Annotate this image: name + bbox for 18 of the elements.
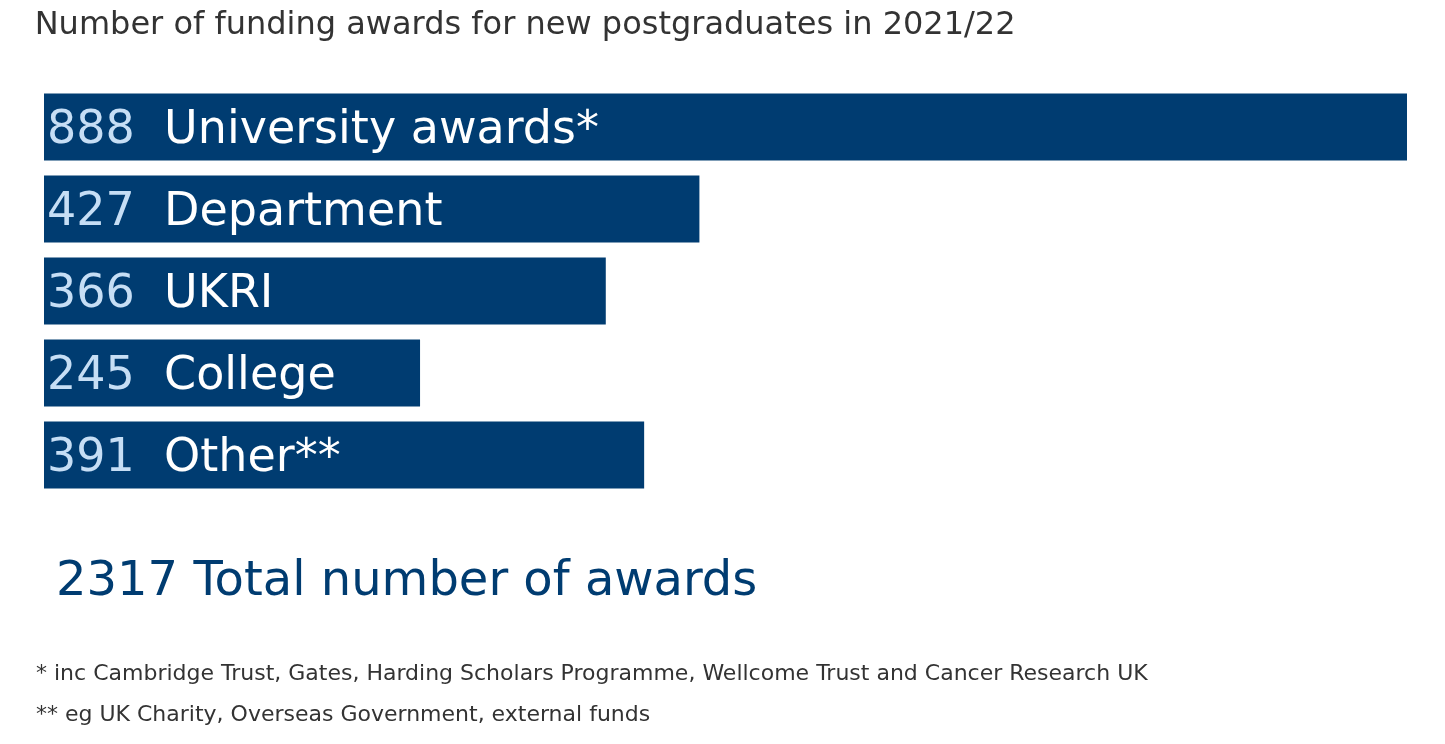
y-tick-label: University awards* (164, 100, 599, 154)
data-label: 245 (47, 346, 135, 400)
text: * inc Cambridge Trust, Gates, Harding Scholars Programme, Wellcome Trust and Cancer Research UK (36, 660, 1149, 685)
chart-title: Number of funding awards for new postgraduates in 2021/22 (34, 3, 1016, 42)
data-label: 391 (47, 428, 135, 482)
y-tick-label: College (164, 346, 336, 400)
y-tick-label: Other** (164, 428, 341, 482)
y-tick-label: UKRI (164, 264, 274, 318)
y-tick-label: Department (164, 182, 443, 236)
bar (44, 175, 700, 243)
bar (44, 257, 606, 325)
data-label: 888 (47, 100, 135, 154)
bar (44, 93, 1407, 161)
text: ** eg UK Charity, Overseas Government, external funds (36, 701, 651, 726)
data-label: 427 (47, 182, 135, 236)
bar (44, 421, 645, 489)
data-label: 366 (47, 264, 135, 318)
text: 2317 Total number of awards (56, 550, 758, 606)
